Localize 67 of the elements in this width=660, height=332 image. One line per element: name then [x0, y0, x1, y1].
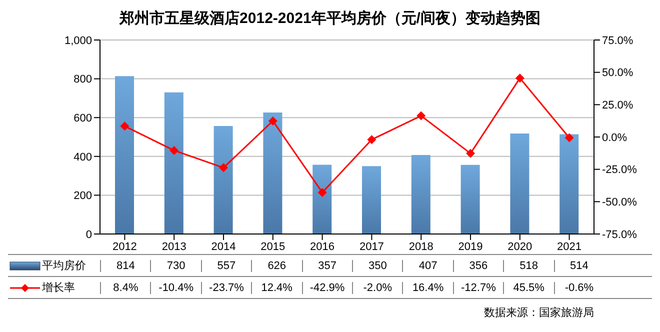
y-tick-label: 800	[74, 74, 92, 86]
data-label: -0.6%	[554, 282, 604, 294]
x-tick-label: 2014	[211, 240, 236, 253]
data-label: 350	[352, 260, 402, 272]
y-tick-label: 0	[86, 228, 92, 241]
point	[564, 133, 574, 142]
x-tick-label: 2021	[557, 240, 582, 253]
y2-tick-label: 75.0%	[602, 34, 634, 47]
data-label: 407	[402, 260, 453, 272]
bar	[510, 134, 530, 234]
y-tick-label: 200	[74, 190, 92, 202]
chart-title: 郑州市五星级酒店2012-2021年平均房价（元/间夜）变动趋势图	[118, 9, 542, 29]
point	[416, 111, 426, 120]
point	[466, 148, 475, 158]
point	[515, 74, 524, 83]
data-label: -23.7%	[200, 282, 252, 294]
point	[170, 146, 179, 155]
y2-tick-label: 0.0%	[602, 132, 628, 144]
data-label: 357	[302, 260, 352, 272]
data-label: 730	[150, 260, 201, 272]
bar	[460, 164, 480, 234]
bar	[263, 112, 282, 234]
data-label: 814	[100, 260, 150, 272]
x-tick-label: 2020	[508, 240, 532, 253]
bar	[560, 134, 579, 234]
y-tick-label: 1,000	[64, 34, 92, 47]
x-tick-label: 2015	[260, 240, 286, 253]
bar	[214, 126, 233, 234]
x-tick-label: 2019	[458, 240, 483, 253]
data-label: 356	[452, 260, 504, 272]
data-label: 12.4%	[251, 282, 302, 294]
point	[219, 163, 228, 172]
legend-label: 增长率	[42, 280, 75, 295]
data-label: 8.4%	[100, 282, 150, 294]
source-note: 数据来源：国家旅游局	[483, 306, 595, 320]
point	[120, 122, 130, 131]
y-tick-label: 400	[74, 151, 92, 164]
bar	[411, 155, 430, 234]
data-label: 518	[503, 260, 554, 272]
data-label: -10.4%	[150, 282, 201, 294]
y2-tick-label: -50.0%	[602, 196, 638, 209]
point	[268, 116, 278, 126]
y2-tick-label: -25.0%	[602, 164, 638, 176]
x-tick-label: 2018	[408, 240, 434, 253]
data-label: 514	[554, 260, 604, 272]
y2-tick-label: 25.0%	[602, 100, 634, 112]
x-tick-label: 2013	[162, 240, 186, 253]
data-label: -12.7%	[452, 282, 504, 294]
data-label: 45.5%	[503, 282, 554, 294]
point	[367, 135, 376, 144]
data-label: 16.4%	[402, 282, 453, 294]
bar	[362, 166, 381, 234]
y2-tick-label: -75.0%	[602, 228, 638, 241]
x-tick-label: 2012	[112, 240, 137, 253]
bar	[115, 76, 134, 234]
x-tick-label: 2017	[359, 240, 384, 253]
x-tick-label: 2016	[310, 240, 335, 253]
y-tick-label: 600	[74, 112, 92, 125]
point	[318, 188, 327, 197]
legend-label: 平均房价	[42, 258, 86, 273]
data-label: -2.0%	[352, 282, 402, 294]
bar	[164, 92, 184, 234]
data-label: 557	[200, 260, 252, 272]
bar	[312, 164, 332, 234]
y2-tick-label: 50.0%	[602, 67, 634, 80]
data-label: -42.9%	[302, 282, 352, 294]
data-label: 626	[251, 260, 302, 272]
